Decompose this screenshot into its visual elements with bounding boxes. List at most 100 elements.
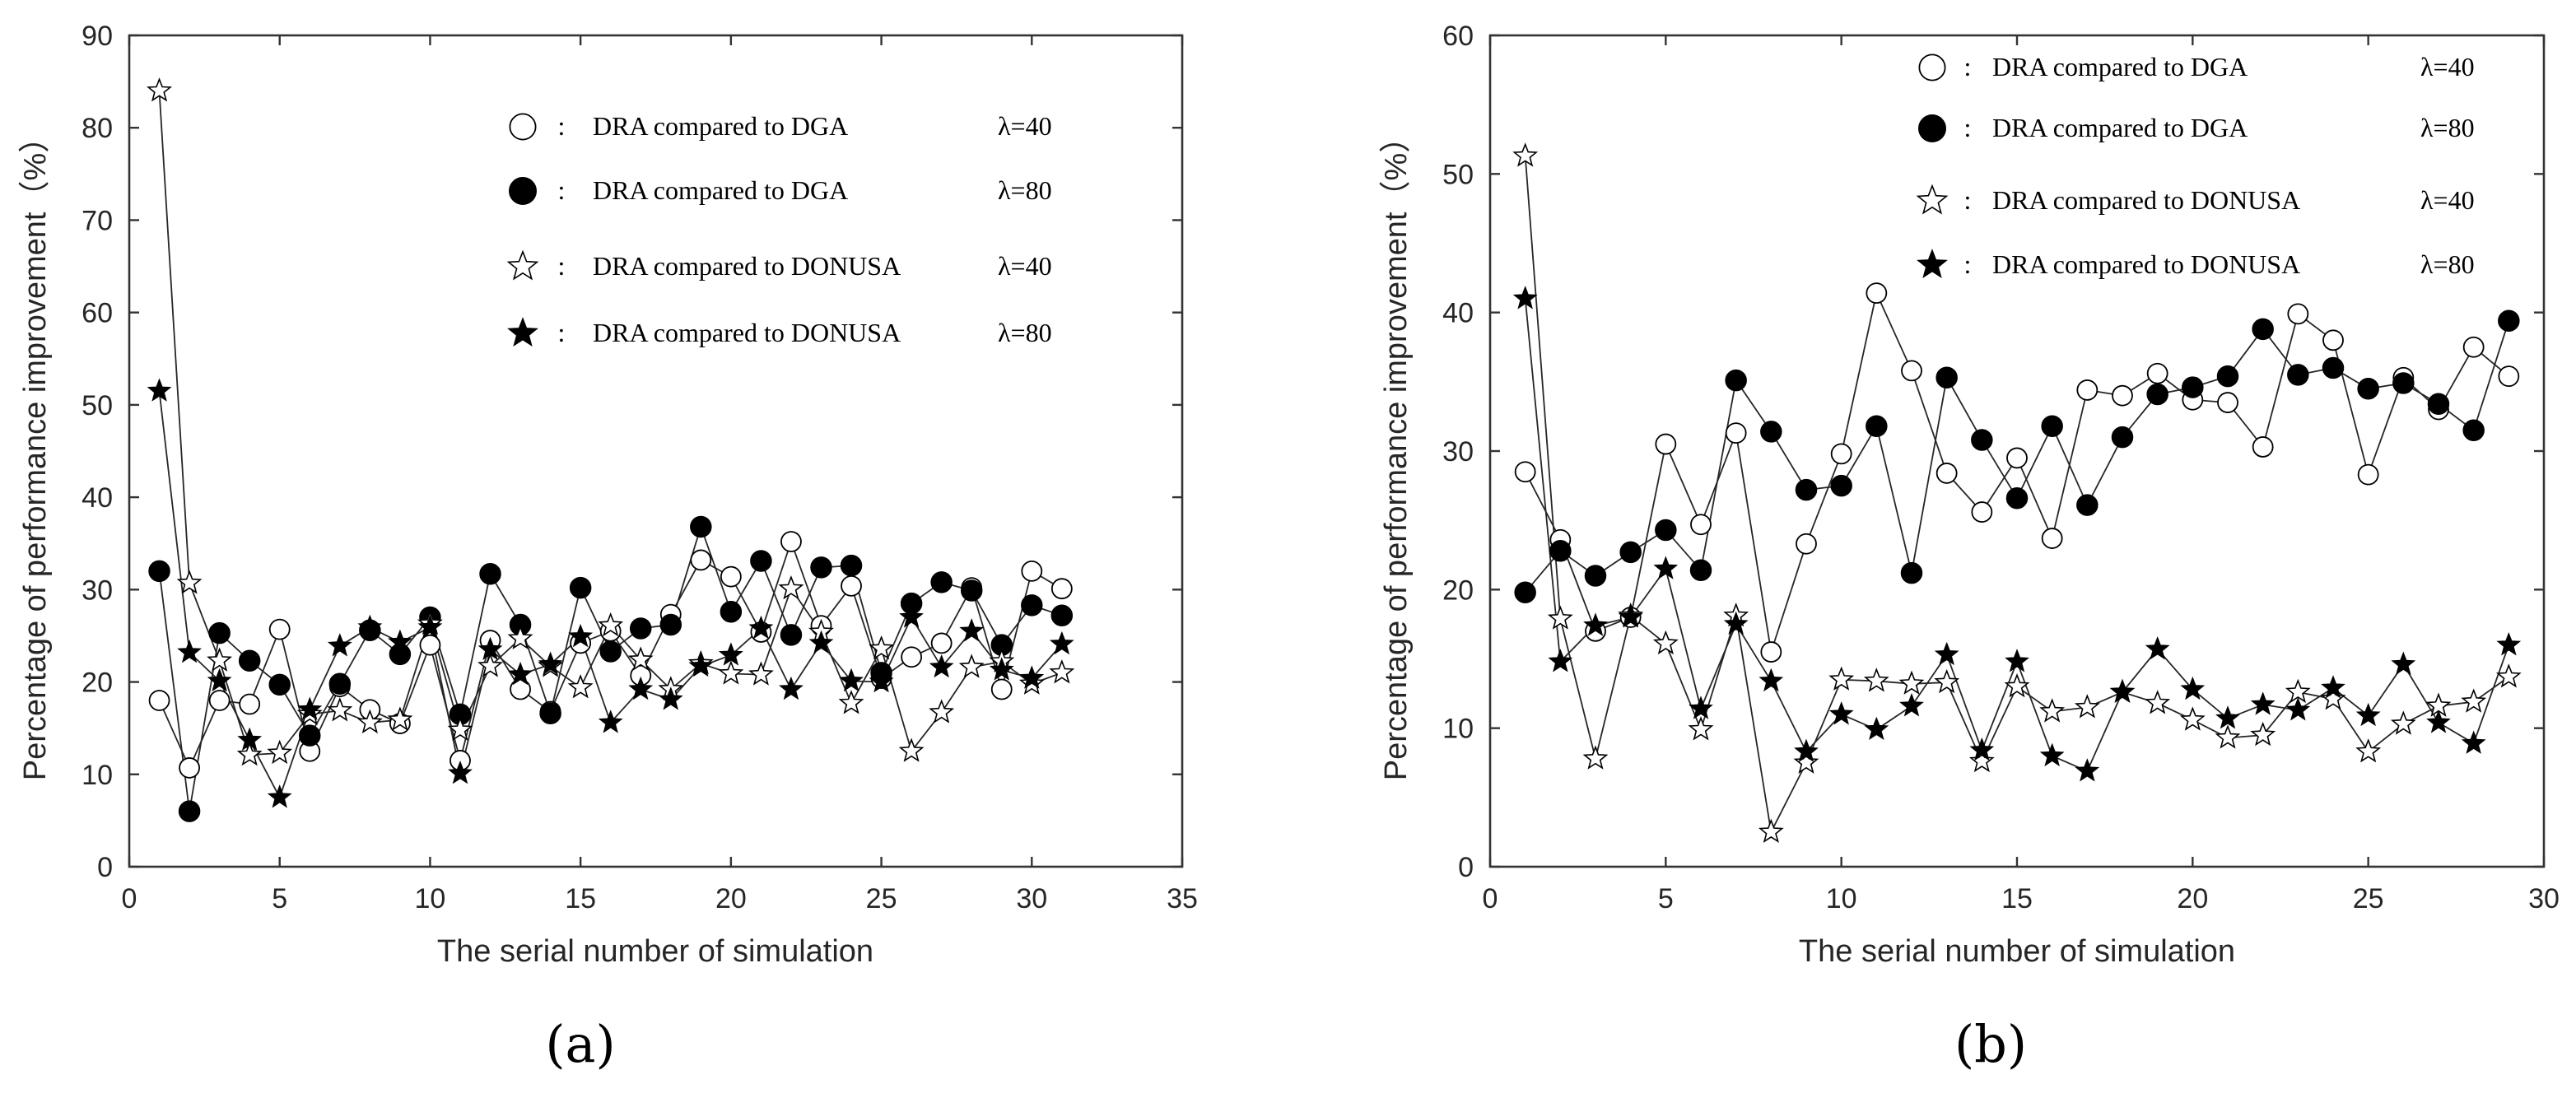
x-tick-label: 5 [1658,883,1674,914]
data-point-open-star [1049,659,1075,684]
data-point-filled-circle [629,617,652,640]
data-point-open-circle [2498,365,2520,388]
data-point-open-star [2495,663,2522,688]
data-point-filled-star [1019,665,1045,689]
data-point-filled-circle [1760,421,1782,443]
data-point-open-star [2145,690,2171,714]
data-point-open-circle [690,549,712,571]
y-axis-label-b: Percentage of performance improvement（%） [1379,122,1414,780]
data-point-open-circle [208,690,231,711]
legend-item: : DRA compared to DONUSA λ=80 [1917,249,2475,279]
legend-lambda: λ=40 [998,111,1052,141]
data-point-open-star [627,646,654,671]
data-point-filled-star [1934,641,1959,666]
data-point-filled-star [1548,649,1573,672]
panel-b: 0 5 10 15 20 25 30 0 10 20 30 40 50 60 The serial nu… [1379,21,2560,1074]
data-point-open-star [267,739,293,765]
data-point-open-circle [179,757,200,779]
data-point-filled-star [2321,675,2345,699]
series-line-filled-circle [158,524,1063,812]
data-point-open-circle [2217,392,2238,413]
data-point-open-circle [1830,443,1852,465]
y-tick-label: 70 [82,205,113,236]
data-point-filled-circle [479,563,501,585]
data-point-open-star [2461,688,2487,713]
data-point-open-star [898,737,925,762]
series-line-filled-star [158,390,1063,800]
data-point-open-star [1652,630,1679,655]
data-point-filled-star [357,614,383,639]
data-point-filled-star [929,654,954,678]
data-point-filled-circle [2146,383,2168,406]
data-point-filled-star [1512,286,1538,309]
data-point-filled-star [177,639,202,663]
y-ticks-b: 0 10 20 30 40 50 60 [1442,21,2544,883]
data-point-open-circle [1796,533,1817,555]
data-point-filled-circle [1021,594,1043,616]
panel-a: 0 5 10 15 20 25 30 35 0 10 20 30 40 50 60 70 80 90 The s… [18,21,1198,1074]
data-point-open-star [718,660,744,685]
data-point-filled-star [2110,679,2135,703]
data-point-filled-star [327,633,352,657]
x-axis-label-a: The serial number of simulation [437,934,873,969]
data-point-filled-circle [2427,393,2450,416]
data-point-filled-circle [1935,366,1958,389]
legend-label: DRA compared to DGA [1992,113,2248,142]
x-tick-label: 10 [1826,883,1857,914]
data-point-filled-circle [2005,486,2029,509]
data-point-open-circle [930,632,953,654]
legend-colon: : [1964,185,1972,215]
data-point-filled-star [147,378,172,402]
data-point-open-circle [2462,336,2485,358]
data-point-open-star [2390,710,2416,735]
legend-item: : DRA compared to DONUSA λ=40 [506,249,1052,281]
data-point-filled-circle [1725,369,1747,392]
data-point-filled-star [1689,696,1713,719]
data-point-filled-star [538,651,563,675]
data-point-open-star [1863,668,1889,692]
legend-label: DRA compared to DGA [593,111,848,141]
y-tick-label: 60 [1442,21,1474,52]
legend-b: : DRA compared to DGA λ=40: DRA compared to… [1916,52,2475,279]
legend-marker-open-star [506,249,539,281]
data-point-filled-star [237,727,263,751]
data-point-filled-circle [2462,419,2485,441]
y-tick-label: 30 [1442,436,1474,468]
data-point-filled-circle [1619,541,1642,564]
data-point-filled-circle [148,560,170,583]
x-tick-label: 20 [2177,883,2208,914]
y-tick-label: 80 [82,113,113,144]
plot-frame-a [128,34,1184,868]
data-point-filled-star [628,676,654,700]
data-point-filled-star [989,657,1014,681]
data-point-open-circle [720,565,742,588]
data-point-open-circle [268,618,291,640]
data-point-filled-circle [2182,376,2204,398]
legend-item: : DRA compared to DGA λ=80 [509,175,1052,205]
x-ticks-a: 0 5 10 15 20 25 30 35 [122,35,1198,914]
data-point-open-circle [1690,514,1712,536]
data-point-open-circle [1760,641,1782,663]
legend-marker-filled-circle [509,177,537,205]
data-point-filled-star [568,623,594,648]
legend-item: : DRA compared to DONUSA λ=80 [507,317,1052,347]
y-tick-label: 0 [97,852,113,883]
legend-colon: : [1964,249,1972,279]
data-point-filled-star [267,784,292,808]
data-point-filled-star [2285,697,2311,721]
data-point-filled-circle [1971,429,1993,451]
legend-label: DRA compared to DONUSA [1992,249,2300,279]
series-group-b [1512,142,2522,843]
legend-marker-open-circle [509,113,537,141]
data-point-filled-circle [1655,519,1677,542]
data-point-filled-circle [1514,581,1536,603]
legend-item: : DRA compared to DONUSA λ=40 [1916,184,2475,215]
data-point-open-star [2320,686,2346,710]
x-ticks-b: 0 5 10 15 20 25 30 [1483,35,2560,914]
data-point-filled-circle [299,724,321,747]
data-point-open-star [477,653,503,677]
data-point-open-star [447,716,473,741]
data-point-filled-star [1899,693,1924,717]
data-point-filled-star [808,630,834,654]
legend-lambda: λ=80 [998,175,1052,205]
